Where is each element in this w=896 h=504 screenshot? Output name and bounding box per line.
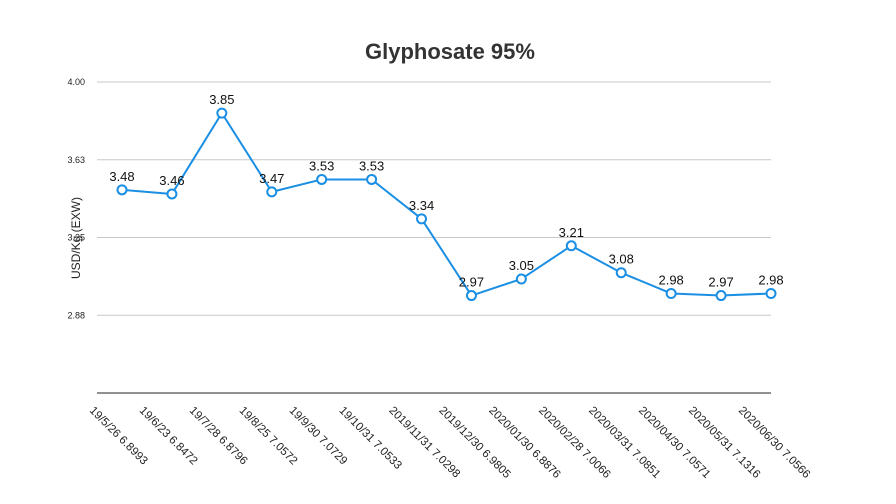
data-point: [416, 213, 428, 225]
data-label: 2.98: [758, 272, 783, 287]
data-label: 2.97: [459, 275, 484, 290]
data-point: [465, 290, 477, 302]
data-label: 3.46: [159, 173, 184, 188]
data-point: [266, 186, 278, 198]
data-point: [116, 184, 128, 196]
data-point: [615, 267, 627, 279]
data-point: [366, 173, 378, 185]
data-label: 2.98: [658, 272, 683, 287]
chart-title: Glyphosate 95%: [365, 39, 535, 64]
y-axis-ticks: 2.88 3.25 3.63 4.00: [67, 77, 85, 320]
data-point: [515, 273, 527, 285]
data-point: [715, 290, 727, 302]
y-tick-label: 3.25: [67, 233, 85, 243]
data-label: 3.05: [509, 258, 534, 273]
data-label: 3.85: [209, 92, 234, 107]
data-label: 3.53: [309, 158, 334, 173]
y-tick-label: 2.88: [67, 310, 85, 320]
y-axis-label: USD/Kg (EXW): [69, 197, 83, 279]
data-point: [166, 188, 178, 200]
data-label: 2.97: [708, 275, 733, 290]
data-label: 3.48: [109, 169, 134, 184]
y-tick-label: 3.63: [67, 155, 85, 165]
series-line-group: 3.48 3.46 3.85 3.47 3.53 3.53 3.34 2.97 3.05 3.21…: [109, 92, 784, 302]
data-label: 3.53: [359, 158, 384, 173]
data-label: 3.21: [559, 225, 584, 240]
data-point: [565, 240, 577, 252]
data-point: [765, 287, 777, 299]
data-point: [665, 287, 677, 299]
data-point: [316, 173, 328, 185]
data-point: [216, 107, 228, 119]
data-label: 3.08: [609, 252, 634, 267]
data-label: 3.47: [259, 171, 284, 186]
data-label: 3.34: [409, 198, 434, 213]
series-line: [121, 112, 772, 297]
y-tick-label: 4.00: [67, 77, 85, 87]
